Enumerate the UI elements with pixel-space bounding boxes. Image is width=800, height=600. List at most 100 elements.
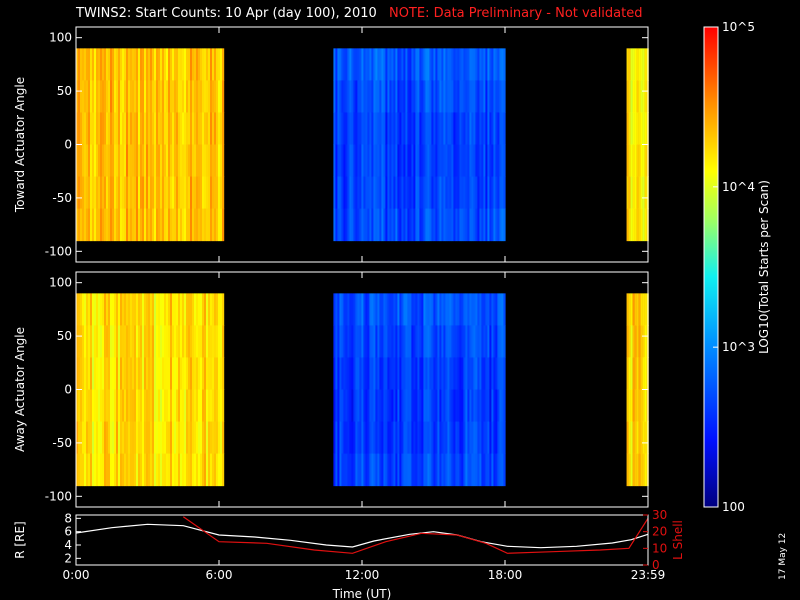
heatmap-cell	[409, 112, 412, 145]
heatmap-cell	[443, 80, 446, 113]
heatmap-cell	[82, 293, 85, 326]
heatmap-cell	[467, 176, 470, 210]
heatmap-cell	[86, 357, 89, 390]
heatmap-cell	[409, 208, 412, 242]
heatmap-cell	[451, 357, 454, 390]
heatmap-cell	[216, 112, 219, 145]
heatmap-cell	[152, 144, 155, 178]
heatmap-cell	[82, 48, 85, 81]
heatmap-cell	[630, 357, 633, 390]
heatmap-cell	[353, 453, 356, 487]
heatmap-cell	[174, 112, 177, 145]
heatmap-cell	[136, 80, 139, 113]
heatmap-cell	[178, 325, 181, 358]
heatmap-cell	[92, 421, 95, 455]
heatmap-cell	[471, 112, 474, 145]
heatmap-cell	[196, 48, 199, 81]
heatmap-cell	[465, 421, 468, 455]
heatmap-cell	[76, 80, 79, 113]
heatmap-cell	[417, 48, 420, 81]
heatmap-cell	[475, 421, 478, 455]
heatmap-cell	[339, 293, 342, 326]
heatmap-cell	[479, 389, 482, 423]
heatmap-cell	[419, 144, 422, 178]
heatmap-cell	[194, 325, 197, 358]
heatmap-cell	[375, 80, 378, 113]
heatmap-cell	[196, 144, 199, 178]
heatmap-cell	[114, 48, 117, 81]
heatmap-cell	[76, 357, 79, 390]
heatmap-cell	[379, 112, 382, 145]
heatmap-cell	[126, 112, 129, 145]
heatmap-cell	[168, 293, 171, 326]
heatmap-cell	[132, 293, 135, 326]
heatmap-cell	[479, 176, 482, 210]
heatmap-cell	[483, 208, 486, 242]
heatmap-cell	[491, 144, 494, 178]
heatmap-cell	[347, 389, 350, 423]
heatmap-cell	[441, 293, 444, 326]
heatmap-cell	[218, 48, 221, 81]
heatmap-cell	[150, 325, 153, 358]
y-tick-label: 50	[57, 84, 72, 98]
heatmap-cell	[493, 357, 496, 390]
heatmap-cell	[379, 176, 382, 210]
heatmap-cell	[451, 48, 454, 81]
heatmap-cell	[210, 357, 213, 390]
heatmap-cell	[433, 389, 436, 423]
heatmap-cell	[192, 325, 195, 358]
heatmap-cell	[449, 48, 452, 81]
heatmap-cell	[196, 453, 199, 487]
y-tick-label: 6	[64, 525, 72, 539]
heatmap-cell	[429, 293, 432, 326]
heatmap-cell	[124, 325, 127, 358]
heatmap-cell	[194, 112, 197, 145]
heatmap-cell	[411, 112, 414, 145]
heatmap-cell	[451, 80, 454, 113]
heatmap-cell	[632, 48, 635, 81]
heatmap-cell	[202, 208, 205, 242]
heatmap-cell	[387, 421, 390, 455]
heatmap-cell	[349, 357, 352, 390]
heatmap-cell	[473, 112, 476, 145]
heatmap-cell	[116, 389, 119, 423]
heatmap-cell	[174, 176, 177, 210]
heatmap-cell	[92, 176, 95, 210]
heatmap-cell	[112, 421, 115, 455]
heatmap-cell	[192, 357, 195, 390]
heatmap-cell	[138, 325, 141, 358]
heatmap-cell	[395, 144, 398, 178]
heatmap-cell	[214, 176, 217, 210]
heatmap-cell	[373, 48, 376, 81]
heatmap-cell	[98, 293, 101, 326]
heatmap-cell	[361, 208, 364, 242]
heatmap-cell	[168, 357, 171, 390]
heatmap-cell	[341, 144, 344, 178]
heatmap-cell	[421, 293, 424, 326]
heatmap-cell	[166, 357, 169, 390]
heatmap-cell	[333, 357, 336, 390]
heatmap-cell	[202, 80, 205, 113]
heatmap-cell	[415, 176, 418, 210]
heatmap-cell	[210, 144, 213, 178]
heatmap-cell	[335, 389, 338, 423]
heatmap-cell	[212, 325, 215, 358]
heatmap-cell	[349, 421, 352, 455]
heatmap-cell	[150, 48, 153, 81]
heatmap-cell	[108, 208, 111, 242]
heatmap-cell	[369, 357, 372, 390]
heatmap-cell	[138, 421, 141, 455]
heatmap-cell	[403, 293, 406, 326]
heatmap-cell	[152, 357, 155, 390]
heatmap-cell	[399, 112, 402, 145]
y-tick-label: -50	[52, 436, 72, 450]
heatmap-cell	[499, 421, 502, 455]
heatmap-cell	[104, 144, 107, 178]
heatmap-cell	[335, 357, 338, 390]
heatmap-cell	[437, 176, 440, 210]
heatmap-cell	[218, 389, 221, 423]
heatmap-cell	[192, 421, 195, 455]
heatmap-cell	[345, 144, 348, 178]
heatmap-cell	[493, 421, 496, 455]
heatmap-cell	[453, 325, 456, 358]
